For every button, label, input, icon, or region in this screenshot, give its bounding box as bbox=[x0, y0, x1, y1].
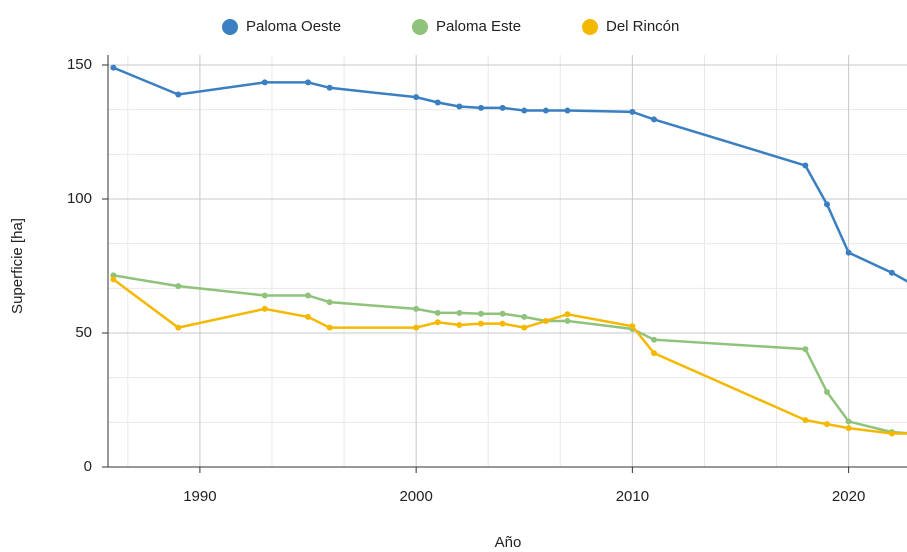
data-point bbox=[542, 317, 549, 324]
data-point bbox=[434, 309, 441, 316]
data-point bbox=[651, 116, 658, 123]
data-point bbox=[888, 430, 895, 437]
data-point bbox=[651, 336, 658, 343]
legend-swatch bbox=[582, 19, 598, 35]
data-point bbox=[845, 249, 852, 256]
legend-label: Paloma Este bbox=[436, 18, 521, 35]
data-point bbox=[261, 79, 268, 86]
data-point bbox=[823, 201, 830, 208]
legend-swatch bbox=[222, 19, 238, 35]
data-point bbox=[110, 64, 117, 71]
plot-area bbox=[110, 64, 907, 437]
data-point bbox=[802, 417, 809, 424]
y-tick-label: 150 bbox=[67, 56, 92, 73]
data-point bbox=[175, 91, 182, 98]
data-point bbox=[326, 84, 333, 91]
data-point bbox=[802, 162, 809, 169]
data-point bbox=[651, 350, 658, 357]
y-tick-label: 0 bbox=[84, 458, 92, 475]
data-point bbox=[629, 108, 636, 115]
data-point bbox=[413, 94, 420, 101]
x-tick-label: 2010 bbox=[616, 488, 649, 505]
data-point bbox=[823, 421, 830, 428]
y-tick-label: 100 bbox=[67, 190, 92, 207]
data-point bbox=[261, 292, 268, 299]
data-point bbox=[564, 107, 571, 114]
data-point bbox=[434, 319, 441, 326]
data-point bbox=[802, 346, 809, 353]
y-axis-label: Superficie [ha] bbox=[9, 218, 26, 314]
data-point bbox=[521, 107, 528, 114]
data-point bbox=[413, 305, 420, 312]
data-point bbox=[521, 313, 528, 320]
data-point bbox=[326, 299, 333, 306]
data-point bbox=[110, 276, 117, 283]
data-point bbox=[564, 311, 571, 318]
y-tick-label: 50 bbox=[75, 324, 92, 341]
data-point bbox=[326, 324, 333, 331]
data-point bbox=[305, 292, 312, 299]
grid bbox=[108, 55, 907, 468]
data-point bbox=[456, 309, 463, 316]
data-point bbox=[456, 103, 463, 110]
legend-label: Del Rincón bbox=[606, 18, 679, 35]
data-point bbox=[888, 269, 895, 276]
x-tick-label: 2000 bbox=[399, 488, 432, 505]
data-point bbox=[499, 320, 506, 327]
data-point bbox=[564, 317, 571, 324]
data-point bbox=[499, 104, 506, 111]
legend-label: Paloma Oeste bbox=[246, 18, 341, 35]
data-point bbox=[456, 321, 463, 328]
data-point bbox=[823, 388, 830, 395]
series-line bbox=[113, 274, 907, 435]
data-point bbox=[629, 323, 636, 330]
data-point bbox=[845, 425, 852, 432]
x-axis-label: Año bbox=[495, 534, 522, 551]
data-point bbox=[499, 310, 506, 317]
data-point bbox=[845, 418, 852, 425]
series-line bbox=[112, 66, 907, 283]
data-point bbox=[434, 99, 441, 106]
data-point bbox=[305, 79, 312, 86]
data-point bbox=[175, 283, 182, 290]
data-point bbox=[261, 305, 268, 312]
x-tick-label: 1990 bbox=[183, 488, 216, 505]
data-point bbox=[521, 324, 528, 331]
data-point bbox=[542, 107, 549, 114]
data-point bbox=[478, 320, 485, 327]
data-point bbox=[175, 324, 182, 331]
x-tick-label: 2020 bbox=[832, 488, 865, 505]
data-point bbox=[413, 324, 420, 331]
legend-swatch bbox=[412, 19, 428, 35]
data-point bbox=[478, 104, 485, 111]
data-point bbox=[305, 313, 312, 320]
data-point bbox=[478, 310, 485, 317]
series-line bbox=[112, 278, 907, 435]
